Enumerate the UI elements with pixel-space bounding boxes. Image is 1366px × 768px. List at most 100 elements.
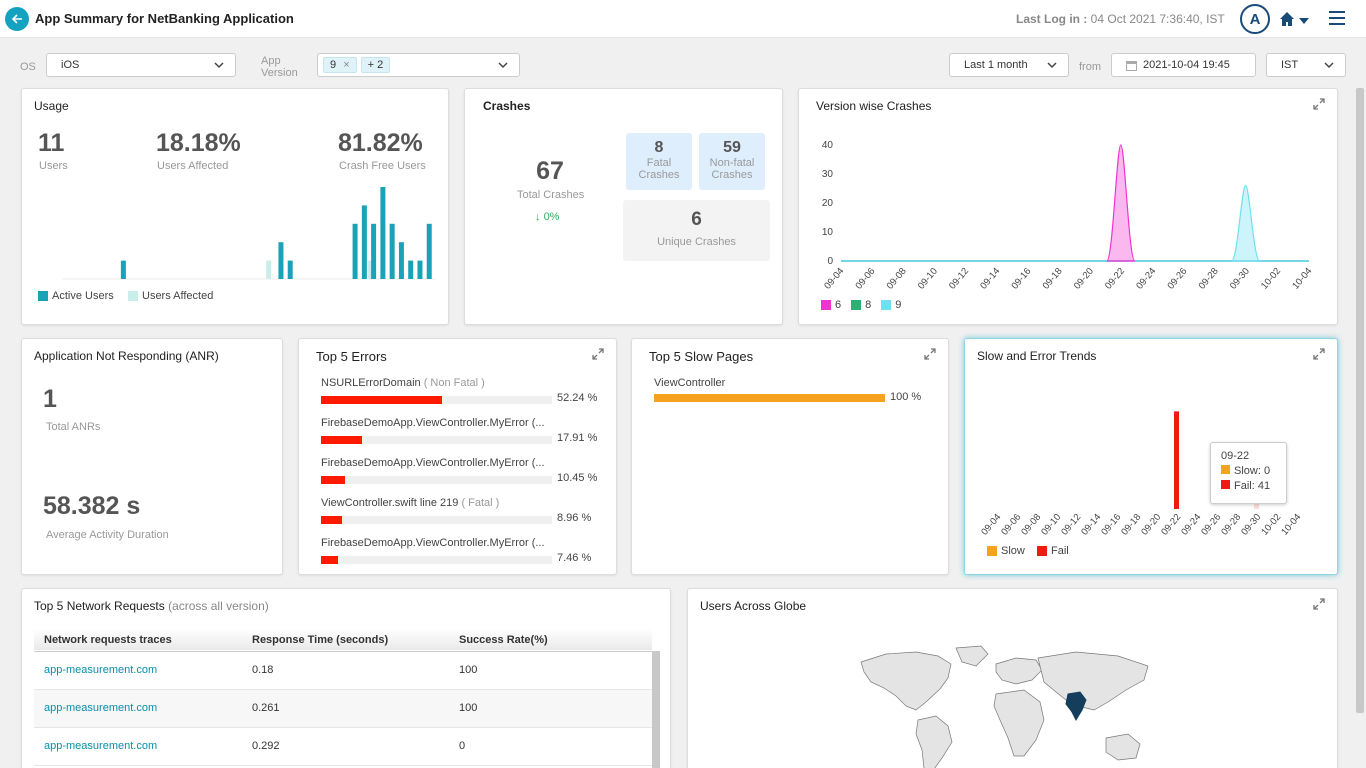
last-login-value: 04 Oct 2021 7:36:40, IST <box>1090 12 1225 26</box>
period-select[interactable]: Last 1 month <box>949 53 1069 77</box>
home-menu[interactable] <box>1279 10 1311 30</box>
expand-icon[interactable] <box>1313 598 1325 610</box>
map-europe[interactable] <box>995 657 1043 685</box>
version-crashes-chart: 0 10 20 30 40 09-04 09-06 09-08 09-10 09-12 09-14 0… <box>822 140 1314 292</box>
usage-active-bar[interactable] <box>408 260 414 279</box>
legend-version-9[interactable]: 9 <box>881 299 901 311</box>
usage-active-bar[interactable] <box>120 260 126 279</box>
map-india-highlight[interactable] <box>1065 691 1087 722</box>
legend-slow[interactable]: Slow <box>987 545 1025 557</box>
avatar[interactable]: A <box>1240 4 1270 34</box>
usage-active-bar[interactable] <box>287 260 293 279</box>
nonfatal-crashes-box[interactable]: 59 Non-fatal Crashes <box>699 133 765 190</box>
table-row[interactable]: app-measurement.com 0.18 100 <box>34 651 652 690</box>
unique-crashes-label: Unique Crashes <box>657 236 736 248</box>
usage-active-bar[interactable] <box>361 205 367 279</box>
nonfatal-label-1: Non-fatal <box>709 157 755 169</box>
legend-users-affected[interactable]: Users Affected <box>128 290 213 302</box>
legend-version-8[interactable]: 8 <box>851 299 871 311</box>
timezone-value: IST <box>1281 59 1299 71</box>
slow-page-row[interactable]: ViewController 100 % <box>654 377 934 403</box>
expand-icon[interactable] <box>924 348 936 360</box>
usage-active-bar[interactable] <box>371 223 377 279</box>
error-row[interactable]: FirebaseDemoApp.ViewController.MyError (… <box>321 417 601 444</box>
table-scrollbar[interactable] <box>652 651 660 768</box>
timezone-select[interactable]: IST <box>1266 53 1346 77</box>
usage-active-bar[interactable] <box>417 260 423 279</box>
version-chip[interactable]: 9 × <box>323 57 357 73</box>
version-more-chip[interactable]: + 2 <box>360 57 391 73</box>
page-scrollbar[interactable] <box>1356 88 1364 713</box>
map-greenland[interactable] <box>955 645 989 667</box>
expand-icon[interactable] <box>1313 98 1325 110</box>
error-name-text: ViewController.swift line 219 <box>321 497 459 509</box>
request-trace-link[interactable]: app-measurement.com <box>34 651 242 690</box>
legend-active-users[interactable]: Active Users <box>38 290 114 302</box>
usage-active-bar[interactable] <box>398 242 404 279</box>
usage-affected-bar[interactable] <box>266 260 272 279</box>
error-name-text: FirebaseDemoApp.ViewController.MyError (… <box>321 457 545 469</box>
request-trace-link[interactable]: app-measurement.com <box>34 727 242 766</box>
error-row[interactable]: ViewController.swift line 219 ( Fatal ) 8… <box>321 497 601 524</box>
column-header[interactable]: Response Time (seconds) <box>252 633 389 646</box>
back-button[interactable] <box>5 7 29 31</box>
error-percent: 7.46 % <box>557 552 592 564</box>
from-date-input[interactable]: 2021-10-04 19:45 <box>1111 53 1256 77</box>
fatal-label-2: Crashes <box>638 169 680 181</box>
usage-active-bar[interactable] <box>389 223 395 279</box>
x-tick-label: 09-28 <box>1197 266 1221 292</box>
map-south-america[interactable] <box>915 715 953 768</box>
x-tick-label: 09-26 <box>1199 512 1223 538</box>
series-area-6[interactable] <box>1106 144 1136 262</box>
error-bar-track <box>321 516 552 524</box>
expand-icon[interactable] <box>592 348 604 360</box>
hamburger-menu-icon[interactable] <box>1329 10 1347 26</box>
calendar-icon <box>1126 60 1137 71</box>
os-select[interactable]: iOS <box>46 53 236 77</box>
fatal-crashes-box[interactable]: 8 Fatal Crashes <box>626 133 692 190</box>
legend-fail[interactable]: Fail <box>1037 545 1069 557</box>
series-area-9[interactable] <box>1231 184 1261 262</box>
x-tick-label: 09-06 <box>999 512 1023 538</box>
chip-close-icon[interactable]: × <box>343 59 350 71</box>
usage-active-bar[interactable] <box>426 223 432 279</box>
error-row[interactable]: NSURLErrorDomain ( Non Fatal ) 52.24 % <box>321 377 601 404</box>
table-row[interactable]: app-measurement.com 0.292 0 <box>34 727 652 766</box>
x-tick-label: 09-04 <box>822 266 846 292</box>
column-header[interactable]: Success Rate(%) <box>459 633 548 646</box>
x-tick-label: 09-12 <box>947 266 971 292</box>
error-row[interactable]: FirebaseDemoApp.ViewController.MyError (… <box>321 457 601 484</box>
usage-active-bar[interactable] <box>352 223 358 279</box>
y-tick-label: 30 <box>822 169 834 180</box>
x-tick-label: 09-26 <box>1165 266 1189 292</box>
period-value: Last 1 month <box>964 59 1028 71</box>
world-map[interactable] <box>856 644 1156 768</box>
usage-bar-chart <box>62 187 436 280</box>
error-bar <box>321 436 363 444</box>
table-row[interactable]: app-measurement.com 0.261 100 <box>34 689 652 728</box>
map-north-america[interactable] <box>860 651 952 711</box>
map-australia[interactable] <box>1105 733 1141 761</box>
anr-title: Application Not Responding (ANR) <box>34 349 219 363</box>
success-rate-cell: 0 <box>449 727 652 766</box>
map-asia[interactable] <box>1037 651 1149 711</box>
x-tick-label: 09-20 <box>1139 512 1163 538</box>
usage-active-bar[interactable] <box>380 187 386 279</box>
error-bar-track <box>321 396 552 404</box>
home-icon <box>1280 12 1294 26</box>
column-header[interactable]: Network requests traces <box>44 633 172 646</box>
legend-version-6[interactable]: 6 <box>821 299 841 311</box>
network-title: Top 5 Network Requests (across all versi… <box>34 599 269 613</box>
expand-icon[interactable] <box>1313 348 1325 360</box>
fail-bar[interactable] <box>1174 411 1179 509</box>
x-tick-label: 09-30 <box>1239 512 1263 538</box>
usage-active-bar[interactable] <box>278 242 284 279</box>
request-trace-link[interactable]: app-measurement.com <box>34 689 242 728</box>
map-africa[interactable] <box>993 689 1045 757</box>
app-version-select[interactable]: 9 × + 2 <box>317 53 520 77</box>
os-value: iOS <box>61 59 80 71</box>
usage-affected-bar[interactable] <box>368 260 374 279</box>
error-name: FirebaseDemoApp.ViewController.MyError (… <box>321 537 551 549</box>
error-row[interactable]: FirebaseDemoApp.ViewController.MyError (… <box>321 537 601 564</box>
unique-crashes-box[interactable]: 6 Unique Crashes <box>623 200 770 261</box>
